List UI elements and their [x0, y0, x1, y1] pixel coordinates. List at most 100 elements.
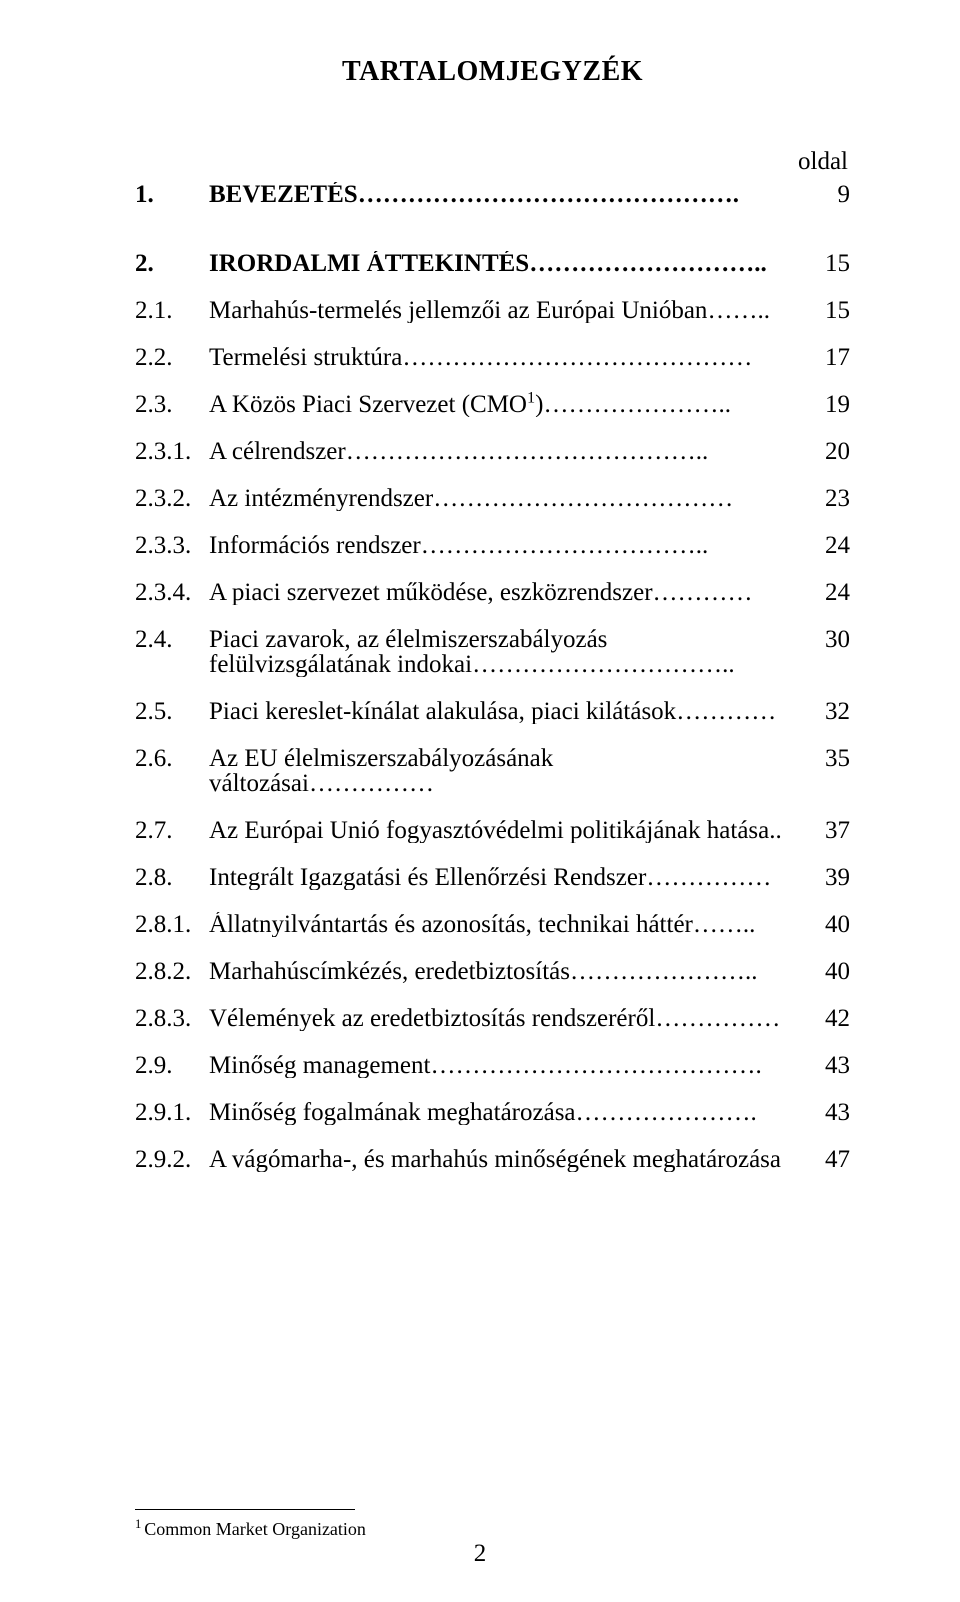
toc-entry-number: 2.3.: [135, 392, 209, 417]
toc-row: 2.8.2.Marhahúscímkézés, eredetbiztosítás…: [135, 959, 850, 984]
toc-entry-title-text: Marhahúscímkézés, eredetbiztosítás: [209, 959, 570, 984]
toc-entry-page: 30: [784, 627, 850, 652]
toc-entry-page: 17: [784, 345, 850, 370]
footnote-marker: 1: [135, 1517, 141, 1531]
toc-entry-number: 2.: [135, 251, 209, 276]
toc-entry-title-text: Minőség management: [209, 1053, 430, 1078]
toc-entry-number: 2.7.: [135, 818, 209, 843]
toc-entry-title: Termelési struktúra……………………………………: [209, 345, 784, 370]
toc-entry-page: 9: [784, 182, 850, 207]
table-of-contents: 1.BEVEZETÉS……………………………………….92.IRORDALMI …: [135, 182, 850, 1172]
toc-row: 2.3.3.Információs rendszer……………………………..2…: [135, 533, 850, 558]
page: TARTALOMJEGYZÉK oldal 1.BEVEZETÉS……………………: [0, 0, 960, 1602]
toc-row: 2.7.Az Európai Unió fogyasztóvédelmi pol…: [135, 818, 850, 843]
toc-entry-title-text: Az Európai Unió fogyasztóvédelmi politik…: [209, 818, 769, 843]
toc-entry-title-text: Vélemények az eredetbiztosítás rendszeré…: [209, 1006, 655, 1031]
toc-entry-number: 2.1.: [135, 298, 209, 323]
toc-entry-title-text: Az intézményrendszer: [209, 486, 433, 511]
toc-leader-dots: ……………………………………: [402, 345, 752, 370]
toc-entry-number: 2.8.: [135, 865, 209, 890]
footnote-separator: [135, 1509, 355, 1510]
toc-entry-page: 42: [784, 1006, 850, 1031]
toc-entry-title: Marhahús-termelés jellemzői az Európai U…: [209, 298, 784, 323]
toc-entry-page: 23: [784, 486, 850, 511]
toc-leader-dots: ……………………………………….: [358, 182, 739, 207]
toc-entry-title: A piaci szervezet működése, eszközrendsz…: [209, 580, 784, 605]
toc-row: 2.3.4.A piaci szervezet működése, eszköz…: [135, 580, 850, 605]
toc-entry-title: Állatnyilvántartás és azonosítás, techni…: [209, 912, 784, 937]
toc-leader-dots: ……..: [693, 912, 756, 937]
toc-entry-title: Piaci kereslet-kínálat alakulása, piaci …: [209, 699, 784, 724]
toc-row: 1.BEVEZETÉS……………………………………….9: [135, 182, 850, 207]
toc-entry-page: 43: [784, 1100, 850, 1125]
toc-entry-title: Vélemények az eredetbiztosítás rendszeré…: [209, 1006, 784, 1031]
toc-entry-page: 40: [784, 912, 850, 937]
page-column-header: oldal: [135, 148, 850, 176]
toc-row: 2.1.Marhahús-termelés jellemzői az Európ…: [135, 298, 850, 323]
toc-entry-title: IRORDALMI ÁTTEKINTÉS………………………..: [209, 251, 784, 276]
toc-row: 2.5.Piaci kereslet-kínálat alakulása, pi…: [135, 699, 850, 724]
toc-row: 2.8.Integrált Igazgatási és Ellenőrzési …: [135, 865, 850, 890]
toc-row: 2.9.2.A vágómarha-, és marhahús minőségé…: [135, 1147, 850, 1172]
toc-entry-number: 2.4.: [135, 627, 209, 652]
toc-leader-dots: ………………………………….: [430, 1053, 761, 1078]
toc-leader-dots: …………: [653, 580, 753, 605]
toc-leader-dots: ……………………………………..: [346, 439, 709, 464]
toc-entry-number: 2.5.: [135, 699, 209, 724]
toc-row: 2.6.Az EU élelmiszerszabályozásának vált…: [135, 746, 850, 796]
page-number: 2: [0, 1540, 960, 1568]
toc-row: 2.3.2.Az intézményrendszer……………………………… 23: [135, 486, 850, 511]
toc-entry-number: 2.3.3.: [135, 533, 209, 558]
toc-row: 2.9.Minőség management………………………………….43: [135, 1053, 850, 1078]
toc-entry-page: 24: [784, 533, 850, 558]
toc-leader-dots: ………………………………: [433, 486, 733, 511]
toc-entry-title: Marhahúscímkézés, eredetbiztosítás…………………: [209, 959, 784, 984]
toc-entry-superscript: 1: [527, 392, 535, 407]
toc-entry-number: 2.3.4.: [135, 580, 209, 605]
toc-entry-number: 2.8.3.: [135, 1006, 209, 1031]
toc-entry-page: 20: [784, 439, 850, 464]
toc-entry-page: 47: [784, 1147, 850, 1172]
toc-entry-number: 2.3.1.: [135, 439, 209, 464]
toc-row: 2.3.A Közös Piaci Szervezet (CMO1)…………………: [135, 392, 850, 417]
toc-entry-title-text: Integrált Igazgatási és Ellenőrzési Rend…: [209, 865, 646, 890]
toc-entry-page: 39: [784, 865, 850, 890]
footnote-text: Common Market Organization: [144, 1519, 366, 1539]
toc-entry-page: 15: [784, 298, 850, 323]
toc-entry-number: 2.6.: [135, 746, 209, 771]
toc-entry-page: 19: [784, 392, 850, 417]
toc-entry-number: 2.2.: [135, 345, 209, 370]
toc-leader-dots: ………………………..: [529, 251, 767, 276]
toc-row: 2.3.1.A célrendszer……………………………………..20: [135, 439, 850, 464]
toc-leader-dots: ……………: [309, 770, 434, 796]
toc-entry-number: 2.9.2.: [135, 1147, 209, 1172]
toc-entry-page: 32: [784, 699, 850, 724]
toc-leader-dots: …………………………..: [472, 651, 735, 677]
toc-entry-title-line1: Piaci zavarok, az élelmiszerszabályozás: [209, 627, 784, 652]
toc-entry-number: 2.3.2.: [135, 486, 209, 511]
toc-row: 2.IRORDALMI ÁTTEKINTÉS………………………..15: [135, 251, 850, 276]
toc-entry-title: A vágómarha-, és marhahús minőségének me…: [209, 1147, 784, 1172]
toc-leader-dots: …………………..: [543, 392, 731, 417]
toc-entry-page: 40: [784, 959, 850, 984]
toc-entry-title-text: Marhahús-termelés jellemzői az Európai U…: [209, 298, 707, 323]
toc-row: 2.2.Termelési struktúra……………………………………17: [135, 345, 850, 370]
toc-entry-title-text: A vágómarha-, és marhahús minőségének me…: [209, 1147, 781, 1172]
toc-row: 2.4.Piaci zavarok, az élelmiszerszabályo…: [135, 627, 850, 677]
toc-entry-page: 37: [784, 818, 850, 843]
toc-entry-title-text: IRORDALMI ÁTTEKINTÉS: [209, 251, 529, 276]
toc-entry-title: A célrendszer……………………………………..: [209, 439, 784, 464]
toc-entry-title-text: Minőség fogalmának meghatározása: [209, 1100, 576, 1125]
toc-entry-title-text: Állatnyilvántartás és azonosítás, techni…: [209, 912, 693, 937]
document-heading: TARTALOMJEGYZÉK: [135, 56, 850, 88]
toc-entry-title: Információs rendszer……………………………..: [209, 533, 784, 558]
toc-entry-title: Az EU élelmiszerszabályozásának változás…: [209, 746, 784, 796]
toc-leader-dots: …………: [676, 699, 776, 724]
footnote: 1Common Market Organization: [135, 1519, 366, 1540]
toc-entry-title-text: BEVEZETÉS: [209, 182, 358, 207]
toc-entry-title: Minőség fogalmának meghatározása………………….: [209, 1100, 784, 1125]
toc-row: 2.8.3.Vélemények az eredetbiztosítás ren…: [135, 1006, 850, 1031]
toc-entry-number: 2.9.: [135, 1053, 209, 1078]
toc-leader-dots: ……………………………..: [421, 533, 709, 558]
toc-entry-title: Piaci zavarok, az élelmiszerszabályozásf…: [209, 627, 784, 677]
